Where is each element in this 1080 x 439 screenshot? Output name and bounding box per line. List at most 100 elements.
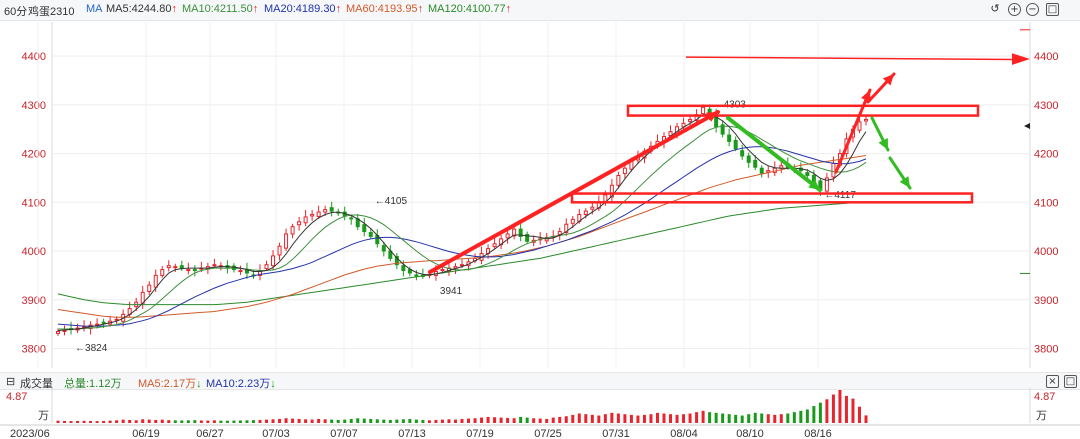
support-zone [570,192,974,204]
volume-total: 总量:1.12万 [64,378,122,390]
volume-bar [414,419,418,423]
y-tick-label-right: 3900 [1034,295,1058,307]
forecast-arrow-up-head [861,90,871,102]
volume-bar [499,417,503,423]
candle-body [368,232,373,237]
volume-bar [369,418,373,423]
volume-bar [336,419,340,423]
candle-body [746,155,751,163]
volume-bar [669,414,673,423]
volume-bar [792,412,796,423]
candle-body [238,270,243,273]
volume-bar [173,420,177,423]
candle-body [570,218,575,224]
close-volume-icon[interactable]: × [1046,375,1059,388]
candle-body [166,265,171,269]
x-tick-label: 07/19 [466,428,494,439]
trend-arrow-up [428,110,720,274]
volume-bar [480,417,484,423]
trend-arrow-down [726,116,822,192]
forecast-arrow-up [834,88,872,174]
volume-bar [95,421,99,423]
maximize-volume-icon[interactable]: □ [1064,375,1077,388]
volume-bar [447,419,451,423]
volume-bar [564,416,568,423]
volume-bar [167,420,171,423]
volume-bar [89,420,93,423]
collapse-icon[interactable]: ⊟ [6,376,16,388]
candle-body [440,269,445,272]
candle-body [727,134,732,142]
candle-body [492,243,497,248]
candle-body [62,329,67,332]
volume-bar [76,420,80,423]
period-label[interactable]: 60分 [4,6,28,18]
candle-body [271,255,276,267]
volume-bar [714,412,718,423]
ma5-value: MA5:4244.80↑ [106,3,177,15]
x-tick-label: 06/27 [196,428,224,439]
candle-body [173,266,178,269]
candle-body [303,216,308,224]
candle-body [864,118,868,122]
volume-bar [857,406,861,423]
ma20-value: MA20:4189.30↑ [264,3,342,15]
y-tick-label-left: 4000 [22,246,46,258]
volume-bar [219,420,223,423]
y-tick-label-right: 4200 [1034,149,1058,161]
candle-body [557,231,562,235]
candle-body [147,284,152,292]
volume-bar [851,398,855,423]
volume-bar [616,413,620,423]
volume-bar [636,415,640,423]
x-tick-label: 07/13 [398,428,426,439]
undo-icon[interactable]: ↺ [990,2,1000,15]
volume-bar [440,419,444,423]
y-tick-label-left: 4300 [22,100,46,112]
candle-body [56,330,60,334]
y-tick-label-left: 4200 [22,149,46,161]
volume-bar [825,399,829,423]
volume-bar [838,390,842,423]
volume-bar [577,413,581,423]
ma5-line [57,114,867,331]
ma10-value: MA10:4211.50↑ [182,3,259,15]
volume-bar [421,419,425,423]
maximize-icon[interactable]: □ [1046,3,1059,16]
volume-bar [330,419,334,423]
volume-bar [675,414,679,423]
volume-bar [799,410,803,423]
candle-body [316,211,321,217]
volume-bar [154,419,158,423]
candle-body [277,245,282,256]
volume-bar [284,418,288,423]
forecast-arrow-down-head [878,138,888,150]
candle-body [583,210,588,215]
zoom-in-icon[interactable]: + [1008,3,1021,16]
volume-bar [134,420,138,423]
volume-bar [271,419,275,423]
volume-bar [688,413,692,423]
zoom-out-icon[interactable]: − [1026,3,1039,16]
price-annotation: ←4105 [375,196,408,207]
vol-max-label-right: 4.87 [1034,391,1055,403]
vol-unit-left: 万 [38,409,49,422]
volume-bar [102,420,106,423]
candle-body [284,233,289,249]
forecast-arrow-down-2-head [899,176,910,188]
volume-bar [382,419,386,423]
volume-bar [779,414,783,423]
volume-bar [128,419,132,423]
volume-bar [265,419,269,423]
volume-bar [760,413,764,423]
volume-bar [212,420,216,423]
symbol-label: 鸡蛋2310 [28,6,75,18]
candle-body [329,207,334,212]
candle-body [290,226,295,235]
volume-bar [695,412,699,423]
volume-bar [460,418,464,423]
volume-bar [434,419,438,423]
candle-body [323,209,328,213]
price-annotation: ←3824 [75,343,108,354]
